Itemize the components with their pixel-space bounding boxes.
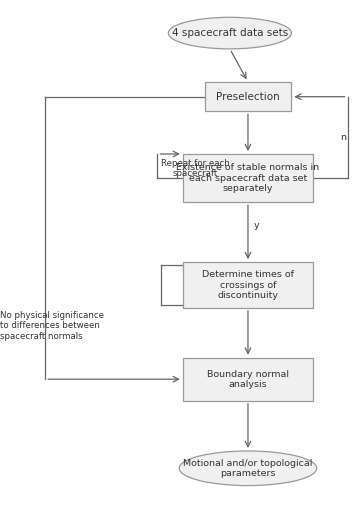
Text: Preselection: Preselection bbox=[216, 92, 280, 102]
Text: y: y bbox=[253, 221, 259, 230]
Text: Existence of stable normals in
each spacecraft data set
separately: Existence of stable normals in each spac… bbox=[176, 163, 320, 193]
Text: Boundary normal
analysis: Boundary normal analysis bbox=[207, 370, 289, 389]
Text: No physical significance
to differences between
spacecraft normals: No physical significance to differences … bbox=[0, 311, 104, 341]
FancyBboxPatch shape bbox=[183, 262, 313, 308]
Ellipse shape bbox=[179, 451, 317, 486]
Ellipse shape bbox=[168, 17, 291, 49]
Text: n: n bbox=[340, 133, 346, 142]
Text: 4 spacecraft data sets: 4 spacecraft data sets bbox=[172, 28, 288, 38]
Text: Repeat for each
spacecraft: Repeat for each spacecraft bbox=[161, 159, 230, 178]
FancyBboxPatch shape bbox=[205, 82, 291, 111]
Text: Determine times of
crossings of
discontinuity: Determine times of crossings of disconti… bbox=[202, 270, 294, 300]
Text: Motional and/or topological
parameters: Motional and/or topological parameters bbox=[183, 459, 313, 478]
FancyBboxPatch shape bbox=[183, 358, 313, 401]
FancyBboxPatch shape bbox=[183, 154, 313, 202]
